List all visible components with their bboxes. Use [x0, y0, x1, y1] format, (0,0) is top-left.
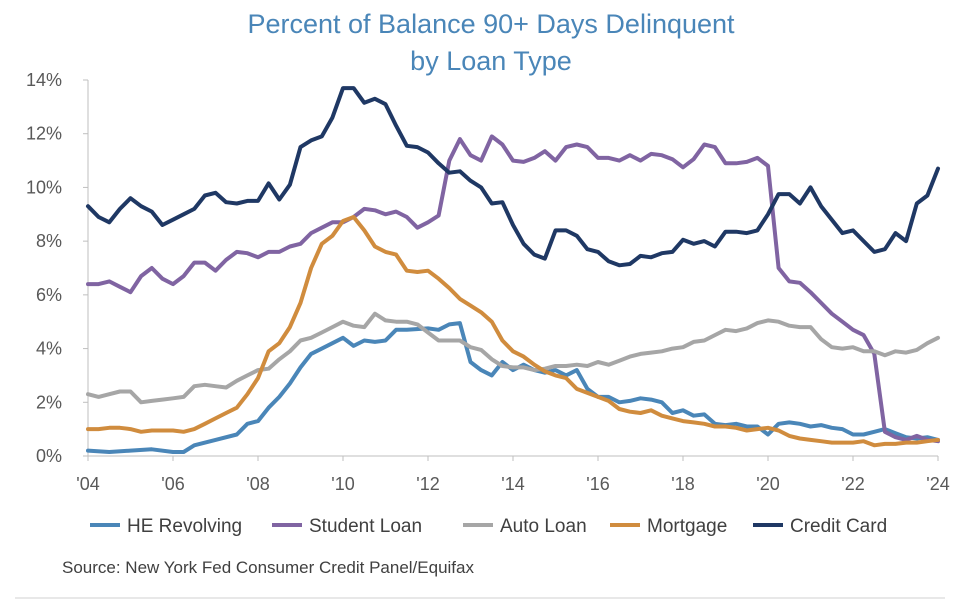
x-tick-label: '16: [586, 474, 609, 494]
x-tick-label: '04: [76, 474, 99, 494]
x-tick-label: '06: [161, 474, 184, 494]
series-line-credit-card: [86, 86, 940, 268]
series-line-auto-loan: [86, 311, 940, 405]
y-tick-label: 10%: [26, 177, 62, 197]
legend-item-student-loan: Student Loan: [272, 516, 422, 537]
y-axis-ticks: 0% 2% 4% 6% 8% 10% 12% 14%: [26, 70, 88, 466]
legend-label: Student Loan: [309, 516, 422, 537]
y-tick-label: 2%: [36, 392, 62, 412]
chart-title: Percent of Balance 90+ Days Delinquent b…: [247, 9, 735, 76]
legend-item-he-revolving: HE Revolving: [90, 516, 242, 537]
y-tick-label: 14%: [26, 70, 62, 90]
legend-item-credit-card: Credit Card: [753, 516, 887, 537]
legend: HE Revolving Student Loan Auto Loan Mortgag…: [90, 516, 887, 537]
series-line-mortgage: [86, 215, 940, 448]
series-lines: [86, 86, 940, 454]
chart-title-line-2: by Loan Type: [410, 46, 572, 76]
x-tick-label: '24: [926, 474, 949, 494]
y-tick-label: 4%: [36, 339, 62, 359]
x-tick-label: '12: [416, 474, 439, 494]
y-tick-label: 12%: [26, 124, 62, 144]
x-tick-label: '14: [501, 474, 524, 494]
legend-label: HE Revolving: [127, 516, 242, 537]
x-tick-label: '10: [331, 474, 354, 494]
y-tick-label: 6%: [36, 285, 62, 305]
x-tick-label: '08: [246, 474, 269, 494]
y-tick-label: 8%: [36, 231, 62, 251]
x-tick-label: '20: [756, 474, 779, 494]
legend-label: Mortgage: [647, 516, 727, 537]
legend-item-mortgage: Mortgage: [610, 516, 727, 537]
x-tick-label: '18: [671, 474, 694, 494]
legend-label: Credit Card: [790, 516, 887, 537]
y-tick-label: 0%: [36, 446, 62, 466]
source-note: Source: New York Fed Consumer Credit Pan…: [62, 558, 474, 577]
chart-title-line-1: Percent of Balance 90+ Days Delinquent: [247, 9, 735, 39]
series-line-student-loan: [86, 134, 940, 444]
x-axis-ticks: '04 '06 '08 '10 '12 '14 '16 '18 '20 '22 '24: [76, 456, 950, 494]
x-tick-label: '22: [841, 474, 864, 494]
legend-label: Auto Loan: [500, 516, 587, 537]
legend-item-auto-loan: Auto Loan: [463, 516, 587, 537]
